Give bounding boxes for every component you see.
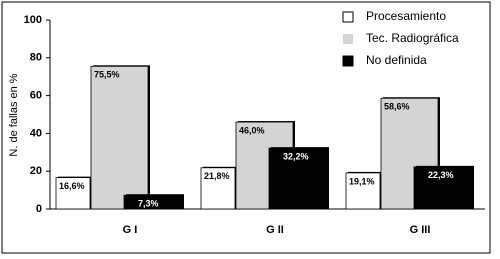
bar [200,167,236,210]
x-tick-label: G III [410,224,431,236]
legend-swatch [342,11,354,23]
y-tick-label: 40 [30,127,42,139]
value-label: 22,3% [428,170,454,180]
value-label: 16,6% [59,181,85,191]
legend-label: Procesamiento [366,9,446,23]
legend-label: No definida [366,53,427,67]
bar [55,177,91,210]
bar [413,166,473,210]
x-tick-label: G II [266,224,284,236]
bar [345,172,381,210]
legend-label: Tec. Radiográfica [366,31,459,45]
value-label: 46,0% [239,125,265,135]
bar [90,65,149,210]
y-axis-label: N. de fallas en % [8,73,20,156]
bar [268,147,328,210]
value-label: 32,2% [283,152,309,162]
y-tick-label: 100 [24,14,42,26]
x-tick-label: G I [123,224,138,236]
y-tick-label: 60 [30,90,42,102]
value-label: 21,8% [204,171,230,181]
legend-swatch [342,55,354,67]
bar [123,194,183,210]
y-tick-label: 80 [30,52,42,64]
value-label: 7,3% [138,199,159,209]
value-label: 58,6% [384,102,410,112]
y-tick-label: 0 [36,203,42,215]
value-label: 75,5% [94,70,120,80]
value-label: 19,1% [349,176,375,186]
y-tick-label: 20 [30,165,42,177]
legend-swatch [343,34,353,44]
